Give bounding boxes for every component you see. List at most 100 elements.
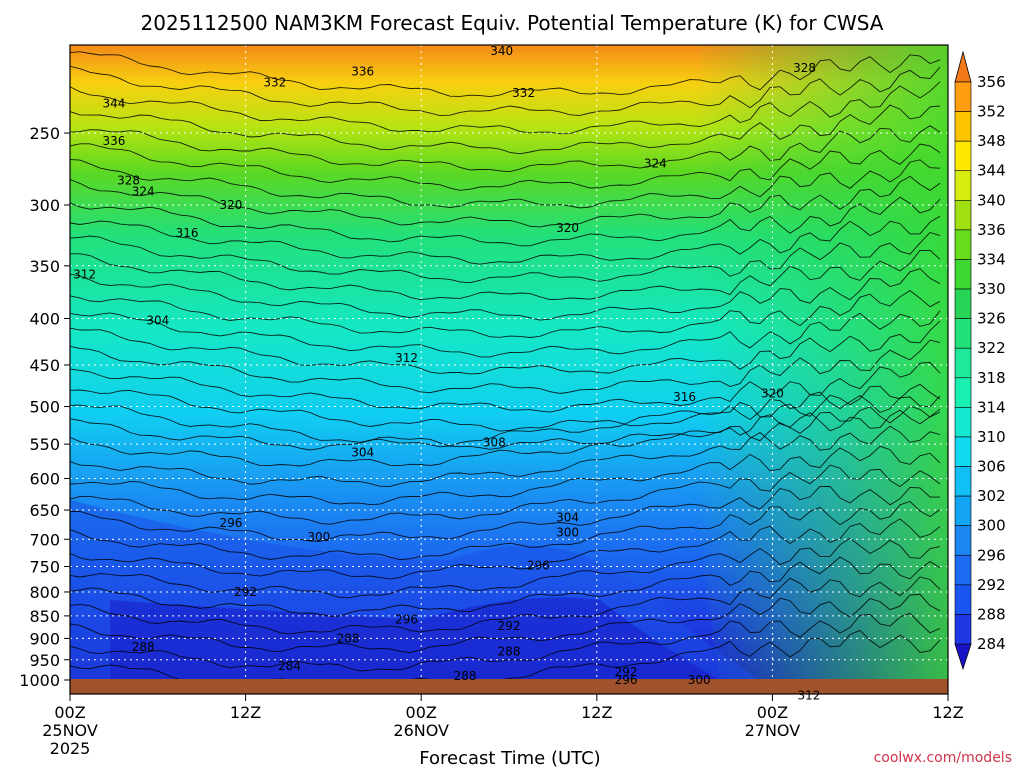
contour-line — [70, 290, 941, 338]
contour-label: 292 — [498, 619, 521, 633]
contour-label: 312 — [798, 688, 821, 702]
contour-label: 332 — [263, 76, 286, 90]
y-tick-label: 700 — [29, 530, 60, 549]
x-axis-label: Forecast Time (UTC) — [419, 748, 600, 768]
colorbar-swatch — [954, 259, 972, 290]
contour-line — [70, 593, 941, 653]
colorbar-label: 306 — [977, 458, 1006, 476]
contour-line — [70, 249, 941, 301]
colorbar-top-arrow — [954, 50, 972, 83]
contour-line — [70, 556, 941, 617]
contour-label-text: 296 — [527, 558, 550, 572]
x-tick-label: 12Z — [581, 703, 612, 722]
colorbar: 356 352 348 344 340 336 334 330 326 322 318 314 310 3… — [954, 50, 1006, 671]
contour-label: 304 — [556, 510, 579, 524]
y-axis: 250 300 350 400 450 500 550 600 650 700 750 800 850 9… — [19, 124, 70, 690]
contour-label-text: 344 — [102, 97, 125, 111]
y-tick-label: 500 — [29, 398, 60, 417]
contour-label: 288 — [454, 669, 477, 683]
contour-label-text: 316 — [176, 226, 199, 240]
colorbar-label: 330 — [977, 280, 1006, 298]
contour-lines — [70, 51, 941, 680]
contour-label-text: 288 — [498, 644, 521, 658]
colorbar-label: 300 — [977, 517, 1006, 535]
y-tick-label: 250 — [29, 124, 60, 143]
colorbar-swatch — [954, 436, 972, 467]
colorbar-swatch — [954, 466, 972, 497]
contour-line — [70, 361, 941, 413]
colorbar-label: 318 — [977, 369, 1006, 387]
colorbar-swatch — [954, 554, 972, 586]
contour-line — [70, 518, 941, 580]
contour-label: 308 — [483, 436, 506, 450]
contour-label: 328 — [117, 174, 140, 188]
contour-label-text: 304 — [556, 510, 579, 524]
contour-line — [70, 196, 941, 247]
contour-label-text: 328 — [793, 61, 816, 75]
contour-label: 336 — [102, 134, 125, 148]
contour-line — [70, 464, 941, 525]
x-tick-label: 12Z — [230, 703, 261, 722]
y-tick-label: 300 — [29, 196, 60, 215]
contour-line — [70, 175, 941, 228]
contour-line — [70, 404, 941, 450]
colorbar-label: 348 — [977, 132, 1006, 150]
x-tick-label: 26NOV — [393, 721, 449, 740]
contour-line — [70, 159, 941, 209]
colorbar-swatch — [954, 318, 972, 349]
y-tick-label: 850 — [29, 607, 60, 626]
contour-label: 332 — [512, 86, 535, 100]
contour-line — [70, 339, 941, 394]
contour-line — [70, 81, 941, 135]
colorbar-swatch — [954, 140, 972, 172]
contour-label: 296 — [615, 673, 638, 687]
x-tick-label: 2025 — [50, 739, 91, 758]
colorbar-label: 336 — [977, 221, 1006, 239]
contour-label-text: 320 — [220, 198, 243, 212]
colorbar-label: 284 — [977, 635, 1006, 653]
colorbar-label: 314 — [977, 398, 1006, 416]
y-tick-label: 550 — [29, 435, 60, 454]
contour-label: 292 — [615, 665, 638, 679]
contour-label-text: 300 — [307, 530, 330, 544]
contour-label-text: 304 — [146, 313, 169, 327]
colorbar-swatch — [954, 81, 972, 112]
y-tick-label: 350 — [29, 257, 60, 276]
y-tick-label: 1000 — [19, 671, 60, 690]
contour-line — [70, 408, 941, 467]
contour-label: 320 — [220, 198, 243, 212]
contour-line — [70, 612, 941, 672]
contour-line — [70, 391, 941, 451]
colorbar-label: 334 — [977, 250, 1006, 268]
colorbar-label: 352 — [977, 103, 1006, 121]
plot-area — [70, 45, 948, 680]
gridlines — [70, 45, 948, 680]
contour-label-text: 292 — [615, 665, 638, 679]
x-tick-label: 25NOV — [42, 721, 98, 740]
contour-line — [70, 215, 941, 265]
contour-label-text: 320 — [761, 387, 784, 401]
colorbar-bottom-arrow — [954, 643, 972, 671]
contour-line — [70, 143, 941, 191]
contour-label-text: 288 — [132, 640, 155, 654]
contour-label-text: 332 — [263, 76, 286, 90]
contour-label-text: 308 — [483, 436, 506, 450]
colorbar-swatch — [954, 347, 972, 379]
colorbar-swatch — [954, 525, 972, 556]
terrain-strip — [70, 679, 948, 694]
plot-frame — [69, 44, 949, 695]
y-tick-label: 400 — [29, 309, 60, 328]
contour-label: 316 — [673, 390, 696, 404]
contour-label-text: 328 — [117, 174, 140, 188]
y-tick-label: 450 — [29, 356, 60, 375]
contour-line — [70, 383, 941, 432]
contour-label: 324 — [644, 156, 667, 170]
contour-line — [70, 310, 941, 358]
x-tick-label: 00Z — [757, 703, 788, 722]
warm-moist-region — [695, 45, 948, 680]
contour-label: 316 — [176, 226, 199, 240]
contour-label-text: 288 — [337, 631, 360, 645]
x-tick-label: 00Z — [54, 703, 85, 722]
